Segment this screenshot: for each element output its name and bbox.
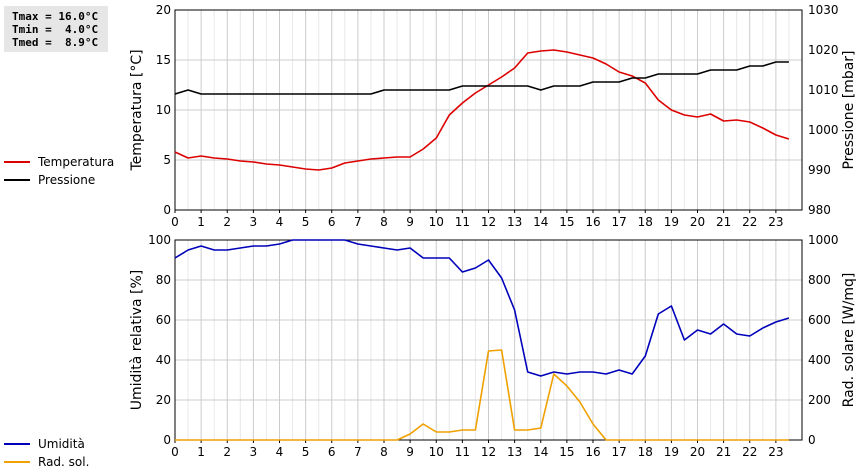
x-tick-label: 10 <box>429 215 444 229</box>
series-line-temperatura <box>174 49 790 171</box>
x-tick-label: 7 <box>354 445 362 459</box>
x-tick-label: 8 <box>380 445 388 459</box>
legend-swatch <box>4 161 30 163</box>
x-tick-label: 12 <box>481 215 496 229</box>
y2-tick-label: 1020 <box>808 43 839 57</box>
legend-item-temperatura: Temperatura <box>4 153 114 171</box>
y-tick-label: 100 <box>148 233 171 247</box>
x-tick-label: 19 <box>664 215 679 229</box>
y2-tick-label: 200 <box>808 393 831 407</box>
stats-box: Tmax = 16.0°C Tmin = 4.0°C Tmed = 8.9°C <box>4 6 108 52</box>
x-tick-label: 18 <box>638 445 653 459</box>
x-tick-label: 15 <box>559 215 574 229</box>
y2-tick-label: 400 <box>808 353 831 367</box>
stat-tmed: Tmed = 8.9°C <box>12 36 99 49</box>
y2-tick-label: 1000 <box>808 233 839 247</box>
x-tick-label: 18 <box>638 215 653 229</box>
x-tick-label: 5 <box>302 215 310 229</box>
y2-tick-label: 1030 <box>808 3 839 17</box>
x-tick-label: 12 <box>481 445 496 459</box>
y2-tick-label: 800 <box>808 273 831 287</box>
x-tick-label: 8 <box>380 215 388 229</box>
x-tick-label: 4 <box>276 445 284 459</box>
legend-item-umidita: Umidità <box>4 435 89 453</box>
x-tick-label: 23 <box>768 445 783 459</box>
x-tick-label: 17 <box>611 445 626 459</box>
x-tick-label: 20 <box>690 445 705 459</box>
stat-tmax: Tmax = 16.0°C <box>12 10 99 23</box>
x-tick-label: 11 <box>455 215 470 229</box>
x-tick-label: 15 <box>559 445 574 459</box>
y2-tick-label: 1000 <box>808 123 839 137</box>
x-tick-label: 20 <box>690 215 705 229</box>
x-tick-label: 9 <box>406 215 414 229</box>
y-tick-label: 5 <box>163 153 171 167</box>
x-tick-label: 6 <box>328 445 336 459</box>
x-tick-label: 3 <box>250 215 258 229</box>
series-line-rad-sol <box>175 349 789 441</box>
legend-swatch <box>4 443 30 445</box>
y2-axis-label: Rad. solare [W/mq] <box>841 273 857 408</box>
y-axis-label: Temperatura [°C] <box>129 49 145 171</box>
stat-tmin: Tmin = 4.0°C <box>12 23 99 36</box>
legend-label: Pressione <box>38 173 96 187</box>
x-tick-label: 14 <box>533 215 548 229</box>
legend-label: Umidità <box>38 437 85 451</box>
y-tick-label: 10 <box>156 103 171 117</box>
series-line-pressione <box>174 61 789 95</box>
y-tick-label: 80 <box>156 273 171 287</box>
y-tick-label: 40 <box>156 353 171 367</box>
y-axis-label: Umidità relativa [%] <box>129 270 145 411</box>
legend-swatch <box>4 179 30 181</box>
legend-top: Temperatura Pressione <box>4 153 114 189</box>
x-tick-label: 22 <box>742 215 757 229</box>
y2-tick-label: 0 <box>808 433 816 447</box>
x-tick-label: 14 <box>533 445 548 459</box>
y-tick-label: 0 <box>163 433 171 447</box>
x-tick-label: 11 <box>455 445 470 459</box>
y2-tick-label: 1010 <box>808 83 839 97</box>
series-line-umidit <box>174 239 790 377</box>
x-tick-label: 2 <box>223 215 231 229</box>
x-tick-label: 17 <box>611 215 626 229</box>
legend-label: Temperatura <box>38 155 115 169</box>
x-tick-label: 21 <box>716 445 731 459</box>
x-tick-label: 10 <box>429 445 444 459</box>
x-tick-label: 5 <box>302 445 310 459</box>
x-tick-label: 13 <box>507 445 522 459</box>
x-tick-label: 16 <box>585 445 600 459</box>
y2-tick-label: 600 <box>808 313 831 327</box>
y2-tick-label: 990 <box>808 163 831 177</box>
x-tick-label: 2 <box>223 445 231 459</box>
y-tick-label: 20 <box>156 393 171 407</box>
x-tick-label: 1 <box>197 215 205 229</box>
x-tick-label: 3 <box>250 445 258 459</box>
y-tick-label: 60 <box>156 313 171 327</box>
x-tick-label: 21 <box>716 215 731 229</box>
legend-swatch <box>4 461 30 463</box>
x-tick-label: 0 <box>171 215 179 229</box>
x-tick-label: 23 <box>768 215 783 229</box>
legend-item-pressione: Pressione <box>4 171 114 189</box>
y-tick-label: 15 <box>156 53 171 67</box>
charts-canvas: 0 1 2 3 4 5 6 7 8 9 10 11 12 13 14 15 16 17 18 19 20 21 22 2305… <box>129 3 857 459</box>
y2-tick-label: 980 <box>808 203 831 217</box>
y2-axis-label: Pressione [mbar] <box>841 50 857 169</box>
x-tick-label: 16 <box>585 215 600 229</box>
y-tick-label: 0 <box>163 203 171 217</box>
y-tick-label: 20 <box>156 3 171 17</box>
x-tick-label: 6 <box>328 215 336 229</box>
x-tick-label: 9 <box>406 445 414 459</box>
x-tick-label: 13 <box>507 215 522 229</box>
x-tick-label: 7 <box>354 215 362 229</box>
x-tick-label: 0 <box>171 445 179 459</box>
x-tick-label: 19 <box>664 445 679 459</box>
x-tick-label: 22 <box>742 445 757 459</box>
x-tick-label: 1 <box>197 445 205 459</box>
x-tick-label: 4 <box>276 215 284 229</box>
